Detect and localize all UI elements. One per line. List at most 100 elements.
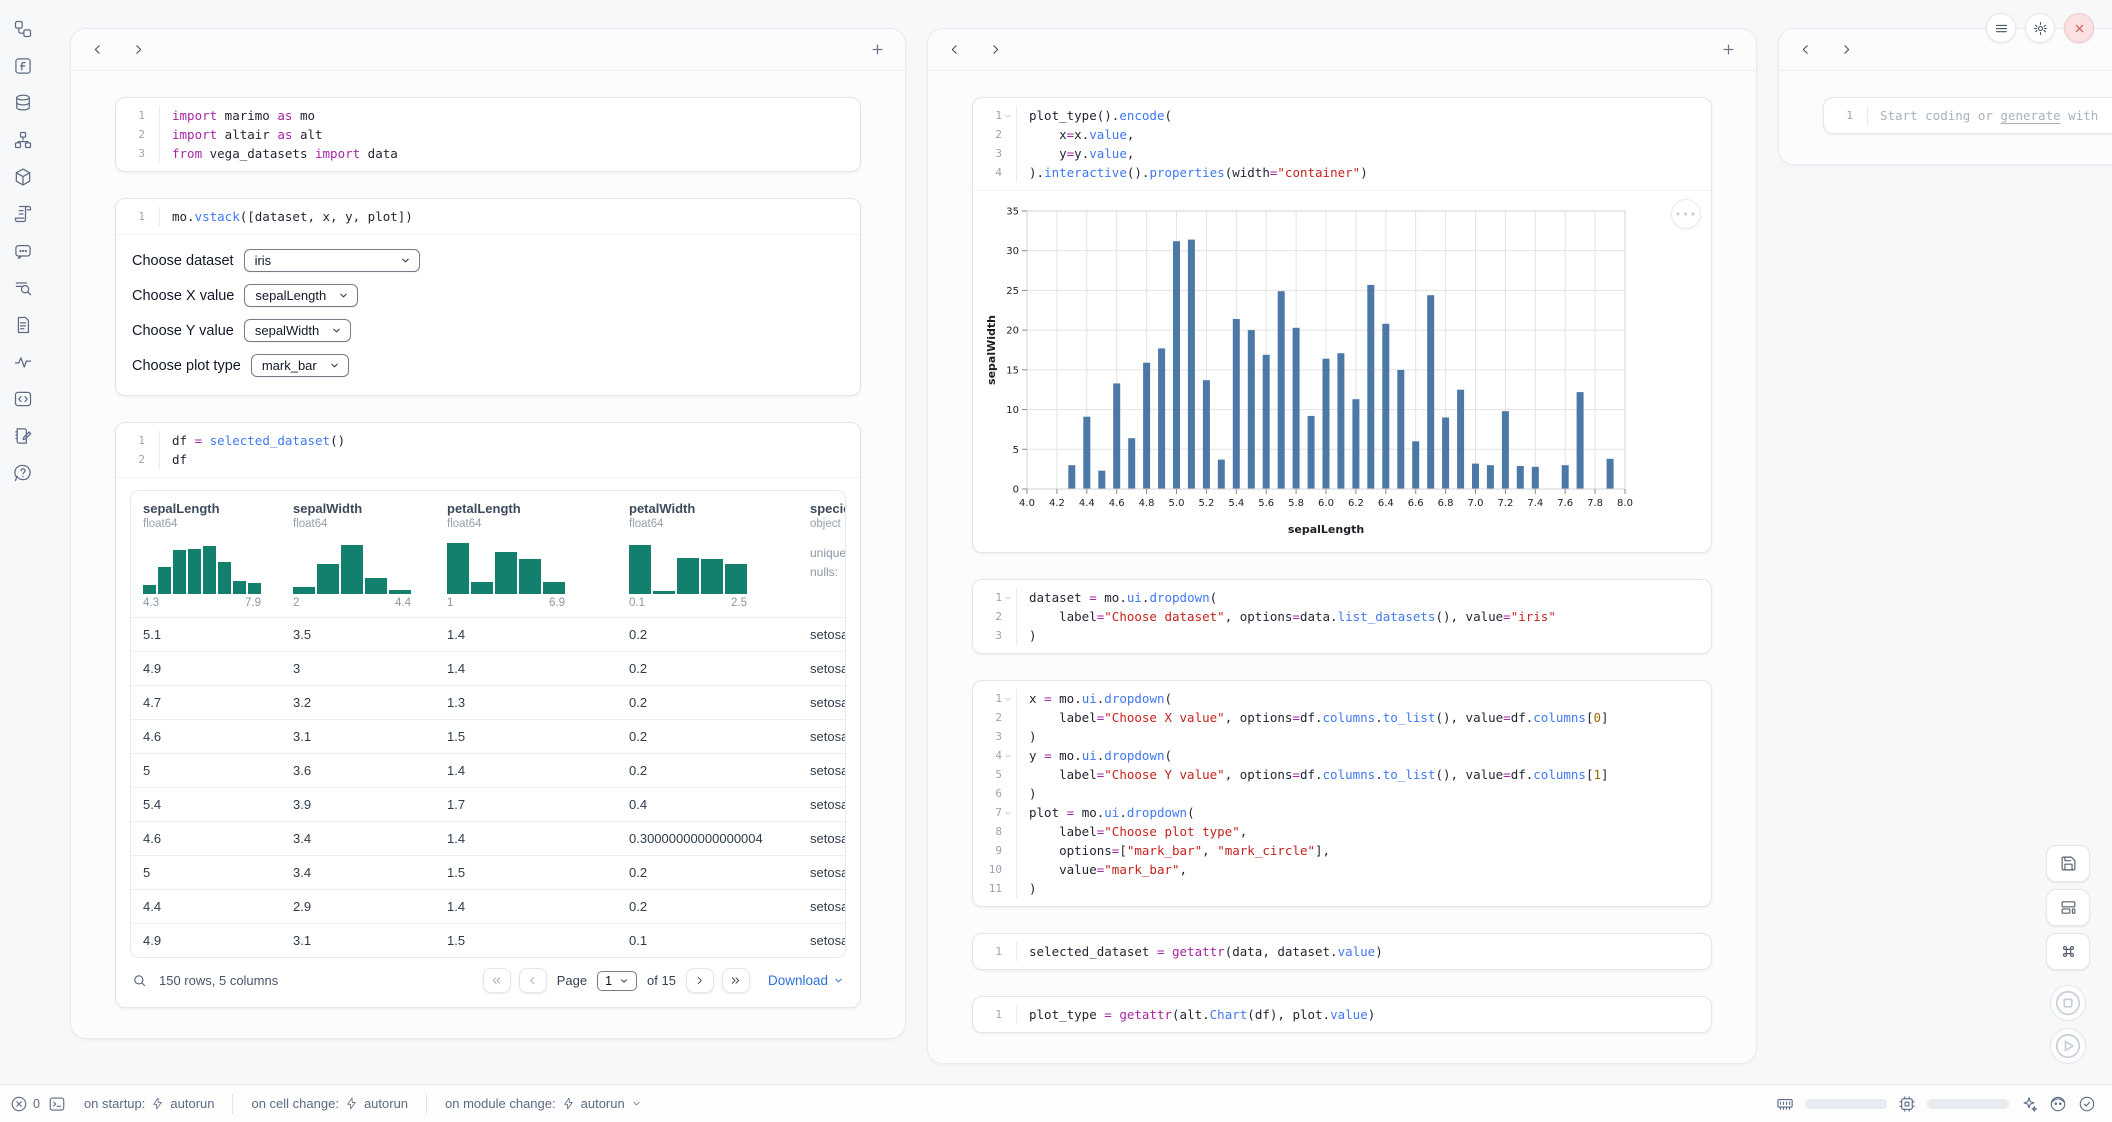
- ai-assist-button[interactable]: [2020, 1095, 2038, 1113]
- rail-packages-icon[interactable]: [7, 162, 39, 192]
- rail-file-tree-icon[interactable]: [7, 14, 39, 44]
- table-cell: 4.9: [143, 661, 162, 676]
- column-next-button[interactable]: [1840, 43, 1853, 56]
- column-dtype: float64: [629, 518, 664, 530]
- keyboard-shortcuts-button[interactable]: [2046, 933, 2090, 970]
- lightning-icon: [347, 1097, 356, 1110]
- add-cell-button[interactable]: [1721, 42, 1736, 57]
- rail-documentation-icon[interactable]: [7, 310, 39, 340]
- line-number: 1: [995, 1008, 1002, 1021]
- column-3-header: [1779, 29, 2112, 71]
- divider: [426, 1093, 428, 1114]
- column-prev-button[interactable]: [1799, 43, 1812, 56]
- rail-chat-icon[interactable]: [7, 236, 39, 266]
- table-cell: 1.4: [447, 831, 466, 846]
- x-value-select[interactable]: sepalLength: [244, 284, 359, 307]
- altair-bar-chart[interactable]: 4.0 4.2 4.4 4.6 4.8 5.0 5.2 5.4 5.6 5.8 6.0 6.2 6.4 6…: [981, 201, 1637, 543]
- rail-logs-icon[interactable]: [7, 199, 39, 229]
- cell-code-editor[interactable]: 1 x = mo.ui.dropdown(2 label="Choose X va…: [973, 681, 1711, 906]
- cell-code-editor[interactable]: 1 selected_dataset = getattr(data, datase…: [973, 934, 1711, 969]
- stat-line: unique:: [810, 546, 846, 560]
- code-line: 1 Start coding or generate with: [1824, 106, 2112, 125]
- dataset-select[interactable]: iris: [243, 249, 420, 272]
- column-header[interactable]: sepalLength float64 4.3 7.9: [131, 491, 281, 617]
- y-value-select[interactable]: sepalWidth: [243, 319, 352, 342]
- add-cell-button[interactable]: [870, 42, 885, 57]
- error-count: 0: [33, 1096, 40, 1111]
- rail-datasources-icon[interactable]: [7, 88, 39, 118]
- cell-code-editor[interactable]: 1 plot_type().encode(2 x=x.value, 3 y=y.va…: [973, 98, 1711, 190]
- column-prev-button[interactable]: [948, 43, 961, 56]
- code-text: plot_type = getattr(alt.Chart(df), plot.…: [1029, 1007, 1376, 1022]
- line-gutter: 1: [116, 207, 160, 226]
- line-number: 1: [995, 692, 1002, 705]
- column-prev-button[interactable]: [91, 43, 104, 56]
- chart-bar: [1337, 353, 1345, 489]
- svg-text:4.6: 4.6: [1109, 498, 1125, 509]
- column-next-button[interactable]: [989, 43, 1002, 56]
- column-header[interactable]: petalLength float64 1 6.9: [435, 491, 617, 617]
- row-count-summary: 150 rows, 5 columns: [159, 973, 279, 988]
- rail-find-replace-icon[interactable]: [7, 273, 39, 303]
- cell-code-editor[interactable]: 1 mo.vstack([dataset, x, y, plot]): [116, 199, 860, 234]
- prev-page-button[interactable]: [518, 968, 547, 993]
- left-icon-rail: [0, 14, 46, 488]
- rail-scratchpad-icon[interactable]: [7, 421, 39, 451]
- rail-help-icon[interactable]: [7, 458, 39, 488]
- code-line: 4).interactive().properties(width="conta…: [973, 163, 1699, 182]
- cell-code-editor[interactable]: 1 df = selected_dataset() 2 df: [116, 423, 860, 477]
- code-text: import marimo as mo: [172, 108, 316, 123]
- table-cell: setosa: [810, 763, 846, 778]
- cell-code-editor[interactable]: 1 Start coding or generate with: [1824, 98, 2112, 133]
- terminal-icon: [49, 1096, 65, 1111]
- code-line: 11): [973, 879, 1699, 898]
- line-number: 6: [995, 787, 1002, 800]
- chart-menu-button[interactable]: •••: [1671, 199, 1701, 229]
- column-header[interactable]: sepalWidth float64 2 4.4: [281, 491, 435, 617]
- last-page-button[interactable]: [721, 968, 750, 993]
- column-header[interactable]: petalWidth float64 0.1 2.5: [617, 491, 798, 617]
- line-number: 2: [995, 128, 1002, 141]
- rail-dependency-graph-icon[interactable]: [7, 125, 39, 155]
- on-startup-setting[interactable]: on startup: autorun: [74, 1096, 225, 1111]
- rail-tracebacks-icon[interactable]: [7, 347, 39, 377]
- svg-text:6.0: 6.0: [1318, 498, 1334, 509]
- cell-code-editor[interactable]: 1 dataset = mo.ui.dropdown(2 label="Choos…: [973, 580, 1711, 653]
- settings-button[interactable]: [2025, 13, 2055, 43]
- on-cell-change-setting[interactable]: on cell change: autorun: [241, 1096, 418, 1111]
- on-startup-label: on startup:: [83, 1096, 146, 1111]
- first-page-button[interactable]: [482, 968, 511, 993]
- line-gutter: 1: [116, 106, 160, 125]
- copilot-button[interactable]: [2049, 1095, 2067, 1113]
- dropdown-row: Choose Y value sepalWidth: [132, 319, 842, 342]
- line-gutter: 10: [973, 860, 1017, 879]
- terminal-button[interactable]: [48, 1095, 66, 1113]
- search-button[interactable]: [132, 973, 147, 988]
- code-line: 3): [973, 727, 1699, 746]
- run-all-button[interactable]: [2050, 1028, 2086, 1064]
- rail-helper-f-icon[interactable]: [7, 51, 39, 81]
- connection-status-button[interactable]: [2078, 1095, 2096, 1113]
- column-next-button[interactable]: [132, 43, 145, 56]
- rail-snippets-icon[interactable]: [7, 384, 39, 414]
- shutdown-button[interactable]: [2064, 13, 2094, 43]
- column-histogram: [143, 540, 261, 594]
- download-button[interactable]: Download: [768, 973, 844, 988]
- layout-button[interactable]: [2046, 889, 2090, 926]
- page-label: Page: [556, 973, 588, 988]
- table-cell: setosa: [810, 899, 846, 914]
- cell-code-editor[interactable]: 1 import marimo as mo 2 import altair as al…: [116, 98, 860, 171]
- menu-button[interactable]: [1986, 13, 2016, 43]
- stop-all-button[interactable]: [2050, 985, 2086, 1021]
- svg-text:4.4: 4.4: [1079, 498, 1095, 509]
- line-gutter: 11: [973, 879, 1017, 898]
- save-button[interactable]: [2046, 845, 2090, 882]
- next-page-button[interactable]: [685, 968, 714, 993]
- cell-code-editor[interactable]: 1 plot_type = getattr(alt.Chart(df), plot…: [973, 997, 1711, 1032]
- chevron-down-icon: [633, 1101, 640, 1106]
- page-number-select[interactable]: 1: [597, 970, 638, 991]
- column-header[interactable]: species object unique: nulls:: [798, 491, 846, 617]
- on-module-change-setting[interactable]: on module change: autorun: [435, 1096, 652, 1111]
- plot-type-select[interactable]: mark_bar: [250, 354, 349, 377]
- errors-button[interactable]: 0: [10, 1095, 40, 1113]
